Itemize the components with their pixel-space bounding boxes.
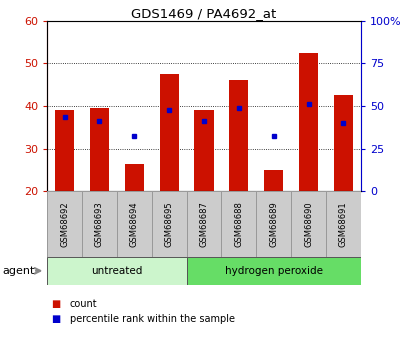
Text: count: count [70, 299, 97, 308]
Text: ■: ■ [51, 299, 61, 308]
Bar [124, 164, 144, 191]
Text: GSM68692: GSM68692 [60, 201, 69, 247]
Text: GSM68687: GSM68687 [199, 201, 208, 247]
Text: GSM68689: GSM68689 [269, 201, 277, 247]
Bar [151, 191, 186, 257]
Bar [186, 191, 221, 257]
Bar [221, 191, 256, 257]
Text: hydrogen peroxide: hydrogen peroxide [224, 266, 322, 276]
Text: GSM68695: GSM68695 [164, 201, 173, 247]
Bar [82, 191, 117, 257]
Bar [333, 96, 352, 191]
Text: GSM68691: GSM68691 [338, 201, 347, 247]
Bar [55, 110, 74, 191]
Text: GSM68690: GSM68690 [303, 201, 312, 247]
Bar [325, 191, 360, 257]
Bar [194, 110, 213, 191]
Bar [229, 80, 248, 191]
Text: untreated: untreated [91, 266, 142, 276]
Text: GSM68688: GSM68688 [234, 201, 243, 247]
Text: GSM68694: GSM68694 [130, 201, 138, 247]
Bar [159, 74, 178, 191]
Title: GDS1469 / PA4692_at: GDS1469 / PA4692_at [131, 7, 276, 20]
Bar [90, 108, 109, 191]
Bar [298, 53, 317, 191]
Bar [47, 257, 186, 285]
Bar [47, 191, 82, 257]
Text: agent: agent [2, 266, 34, 276]
Bar [290, 191, 325, 257]
Bar [263, 170, 283, 191]
Bar [186, 257, 360, 285]
Text: GSM68693: GSM68693 [95, 201, 103, 247]
Text: percentile rank within the sample: percentile rank within the sample [70, 314, 234, 324]
Text: ■: ■ [51, 314, 61, 324]
Bar [117, 191, 151, 257]
Bar [256, 191, 290, 257]
